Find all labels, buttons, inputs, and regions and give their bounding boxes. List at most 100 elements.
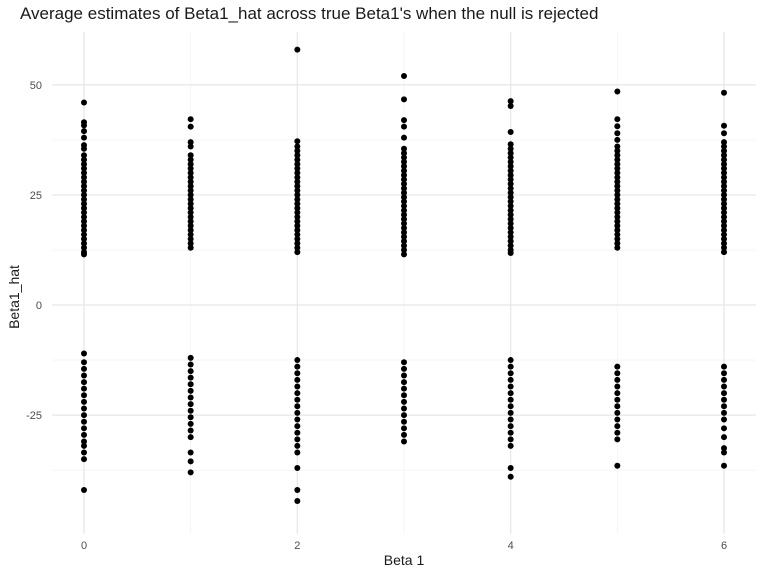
data-point <box>507 176 514 183</box>
data-point <box>614 147 621 154</box>
data-point <box>187 161 194 168</box>
data-point <box>401 158 407 165</box>
data-point <box>401 211 407 218</box>
data-point <box>507 229 514 236</box>
data-point <box>81 449 87 456</box>
data-point <box>294 200 301 207</box>
data-point <box>614 169 621 176</box>
data-point <box>721 363 727 370</box>
data-point <box>81 205 87 212</box>
data-point <box>507 141 514 148</box>
data-point <box>294 449 301 456</box>
data-point <box>401 117 407 124</box>
data-point <box>81 122 87 129</box>
data-point <box>401 438 407 445</box>
data-point <box>721 376 727 383</box>
data-point <box>614 403 621 410</box>
data-point <box>401 385 407 392</box>
data-point <box>614 218 621 225</box>
data-point <box>721 165 727 172</box>
x-tick-label: 4 <box>508 540 514 552</box>
data-point <box>614 416 621 423</box>
data-point <box>81 213 87 220</box>
data-point <box>507 409 514 416</box>
data-point <box>81 187 87 194</box>
data-point <box>401 145 407 152</box>
data-point <box>507 403 514 410</box>
data-point <box>721 89 727 96</box>
data-point <box>721 249 727 256</box>
data-point <box>507 211 514 218</box>
data-point <box>507 370 514 377</box>
data-point <box>294 249 301 256</box>
data-point <box>507 216 514 223</box>
y-tick-label: 25 <box>30 190 42 202</box>
data-point <box>294 409 301 416</box>
data-point <box>294 209 301 216</box>
data-point <box>507 154 514 161</box>
data-point <box>81 392 87 399</box>
data-point <box>507 390 514 397</box>
data-point <box>721 187 727 194</box>
data-point <box>401 163 407 170</box>
data-point <box>81 174 87 181</box>
data-point <box>401 238 407 245</box>
data-point <box>507 224 514 231</box>
data-point <box>294 390 301 397</box>
y-axis-label: Beta1_hat <box>6 265 22 329</box>
data-point <box>401 198 407 205</box>
data-point <box>721 409 727 416</box>
data-point <box>401 202 407 209</box>
data-point <box>507 102 514 109</box>
y-tick-label: 50 <box>30 80 42 92</box>
data-point <box>507 442 514 449</box>
data-point <box>721 227 727 234</box>
data-point <box>81 425 87 432</box>
data-point <box>187 458 194 465</box>
data-point <box>187 222 194 229</box>
data-point <box>401 431 407 438</box>
data-point <box>187 183 194 190</box>
data-point <box>81 244 87 251</box>
data-point <box>614 161 621 168</box>
data-point <box>614 390 621 397</box>
data-point <box>614 370 621 377</box>
data-point <box>294 244 301 251</box>
data-point <box>507 198 514 205</box>
data-point <box>187 213 194 220</box>
data-point <box>721 434 727 441</box>
data-point <box>81 145 87 152</box>
data-point <box>294 486 301 493</box>
x-axis-label: Beta 1 <box>383 552 425 568</box>
data-point <box>401 207 407 214</box>
x-tick-label: 2 <box>294 540 300 552</box>
data-point <box>721 152 727 159</box>
data-point <box>187 169 194 176</box>
data-point <box>187 434 194 441</box>
data-point <box>294 376 301 383</box>
data-point <box>721 200 727 207</box>
data-point <box>507 167 514 174</box>
data-point <box>187 235 194 242</box>
data-point <box>187 244 194 251</box>
data-point <box>614 423 621 430</box>
data-point <box>294 416 301 423</box>
data-point <box>401 123 407 130</box>
data-point <box>507 194 514 201</box>
data-point <box>507 383 514 390</box>
data-point <box>721 147 727 154</box>
data-point <box>187 227 194 234</box>
data-point <box>721 213 727 220</box>
data-point <box>294 152 301 159</box>
data-point <box>401 73 407 80</box>
data-point <box>401 233 407 240</box>
data-point <box>294 187 301 194</box>
data-point <box>401 220 407 227</box>
data-point <box>294 213 301 220</box>
data-point <box>187 165 194 172</box>
data-point <box>401 224 407 231</box>
data-point <box>507 163 514 170</box>
data-point <box>401 418 407 425</box>
data-point <box>81 222 87 229</box>
